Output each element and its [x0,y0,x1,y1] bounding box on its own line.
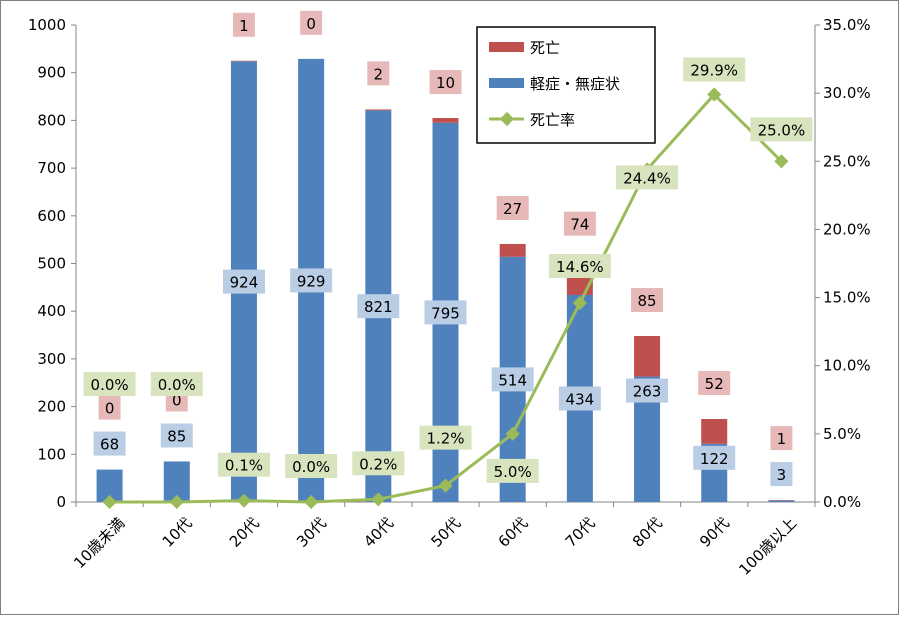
x-category-label: 10代 [159,514,196,551]
data-label: 0 [105,400,115,418]
data-label: 821 [364,298,393,316]
x-category-label: 40代 [360,514,397,551]
y-left-tick-label: 700 [37,159,66,177]
y-left-tick-label: 600 [37,207,66,225]
data-label: 25.0% [758,121,806,139]
data-label: 0.0% [91,376,129,394]
data-label: 1 [777,430,787,448]
data-label: 5.0% [494,463,532,481]
legend-label-death: 死亡 [530,39,560,57]
x-category-label: 100歳以上 [735,514,800,579]
x-category-label: 90代 [696,514,733,551]
y-right-tick-label: 30.0% [823,84,871,102]
y-left-tick-label: 0 [56,493,66,511]
y-right-tick-label: 15.0% [823,289,871,307]
y-right-tick-label: 25.0% [823,152,871,170]
legend-swatch-death [489,42,524,52]
x-category-label: 10歳未満 [70,514,128,572]
data-label: 122 [700,450,729,468]
y-left-tick-label: 800 [37,111,66,129]
x-category-label: 60代 [495,514,532,551]
data-label: 14.6% [556,258,604,276]
y-right-tick-label: 10.0% [823,357,871,375]
data-label: 27 [503,200,522,218]
data-label: 924 [230,274,259,292]
y-right-tick-label: 35.0% [823,16,871,34]
y-left-tick-label: 300 [37,350,66,368]
legend-swatch-mild [489,78,524,88]
data-label: 0 [306,15,316,33]
y-left-tick-label: 1000 [28,16,66,34]
y-left-tick-label: 500 [37,255,66,273]
y-right-tick-label: 0.0% [823,493,861,511]
data-label: 85 [637,292,656,310]
x-category-label: 50代 [427,514,464,551]
legend-label-rate: 死亡率 [530,111,575,129]
y-left-tick-label: 900 [37,64,66,82]
data-label: 0.1% [225,457,263,475]
bar-death [500,244,526,257]
data-label: 0.2% [359,455,397,473]
data-label: 263 [633,383,662,401]
data-label: 2 [374,65,384,83]
data-label: 74 [570,216,589,234]
data-label: 24.4% [623,169,671,187]
data-label: 434 [566,390,595,408]
data-label: 0.0% [158,376,196,394]
bar-mild [768,501,794,502]
data-label: 514 [498,371,527,389]
x-category-label: 30代 [293,514,330,551]
bar-death [433,118,459,123]
bar-death [634,336,660,377]
y-right-tick-label: 5.0% [823,425,861,443]
y-left-tick-label: 100 [37,445,66,463]
data-label: 0.0% [292,458,330,476]
bar-death [365,109,391,110]
data-label: 1.2% [426,430,464,448]
data-label: 1 [239,17,249,35]
data-label: 10 [436,74,455,92]
data-label: 68 [100,436,119,454]
data-label: 3 [777,466,787,484]
y-left-tick-label: 400 [37,302,66,320]
x-category-label: 20代 [226,514,263,551]
data-label: 795 [431,304,460,322]
x-category-label: 70代 [562,514,599,551]
x-category-label: 80代 [629,514,666,551]
data-label: 52 [705,375,724,393]
data-label: 29.9% [690,62,738,80]
bar-death [701,419,727,444]
data-label: 85 [167,427,186,445]
legend-label-mild: 軽症・無症状 [530,75,620,93]
y-left-tick-label: 200 [37,398,66,416]
data-label: 929 [297,272,326,290]
legend: 死亡 軽症・無症状 死亡率 [477,27,655,143]
y-right-tick-label: 20.0% [823,220,871,238]
